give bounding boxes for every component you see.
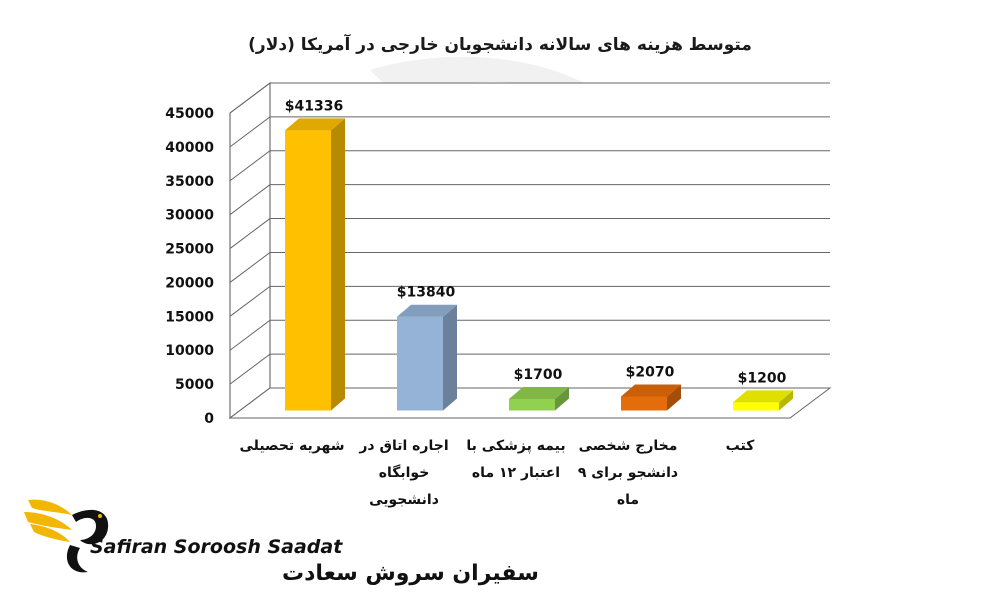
bar-top: [509, 386, 569, 399]
category-label: دانشجویی: [369, 492, 439, 508]
bar-side: [779, 390, 793, 411]
bar: [285, 118, 345, 411]
bar-side: [555, 386, 569, 411]
y-tick-label: 0: [204, 411, 214, 427]
data-label: $1700: [514, 367, 563, 383]
bar-front: [397, 316, 443, 411]
category-label: دانشجو برای ۹: [578, 465, 678, 481]
bar-side: [443, 304, 457, 411]
bar-side: [331, 118, 345, 411]
bar-front: [285, 130, 331, 411]
y-tick-label: 45000: [165, 106, 214, 122]
logo: Safiran Soroosh Saadat سفیران سروش سعادت: [24, 499, 539, 586]
y-tick-label: 5000: [175, 377, 214, 393]
y-tick-label: 40000: [165, 140, 214, 156]
bars: [285, 118, 793, 411]
category-label: اعتبار ۱۲ ماه: [472, 465, 560, 481]
back-wall-panel: [270, 83, 830, 388]
logo-name-fa: سفیران سروش سعادت: [282, 561, 539, 586]
data-labels: $41336 $13840 $1700 $2070 $1200: [285, 98, 787, 386]
y-tick-label: 10000: [165, 343, 214, 359]
side-wall-panel: [229, 82, 271, 419]
bar: [509, 386, 569, 411]
bar-front: [621, 396, 667, 411]
bar-top: [285, 118, 345, 131]
chart-title: متوسط هزینه های سالانه دانشجویان خارجی د…: [248, 33, 752, 55]
gridline: [229, 150, 830, 182]
category-label: مخارج شخصی: [579, 438, 678, 454]
gridline: [229, 184, 830, 216]
category-label: ماه: [617, 492, 639, 508]
data-label: $41336: [285, 98, 343, 114]
bar: [621, 384, 681, 411]
data-label: $13840: [397, 285, 456, 301]
category-label: خوابگاه: [379, 464, 430, 481]
bar-top: [397, 304, 457, 317]
category-label: شهریه تحصیلی: [239, 438, 344, 454]
gridline: [229, 251, 830, 283]
gridline: [229, 218, 830, 249]
category-labels: شهریه تحصیلی اجاره اتاق در خوابگاه دانشجویی…: [239, 438, 755, 508]
bar-top: [733, 390, 793, 403]
category-label: اجاره اتاق در: [358, 438, 448, 454]
logo-name-en: Safiran Soroosh Saadat: [90, 536, 343, 558]
bar-front: [733, 402, 779, 411]
bar-front: [509, 398, 555, 411]
gridline: [229, 285, 830, 317]
logo-wings-icon: [24, 499, 109, 573]
category-label: کتب: [726, 438, 756, 454]
gridline: [229, 82, 830, 114]
y-tick-label: 35000: [165, 174, 214, 190]
y-tick-label: 30000: [165, 208, 214, 224]
y-tick-label: 25000: [165, 242, 214, 258]
gridline: [229, 319, 830, 351]
y-tick-label: 20000: [165, 275, 214, 291]
gridline: [229, 116, 830, 148]
data-label: $1200: [738, 370, 787, 386]
bar: [397, 304, 457, 411]
category-label: بیمه پزشکی با: [466, 438, 565, 454]
bar-side: [667, 384, 681, 411]
data-label: $2070: [626, 364, 675, 380]
bar: [733, 390, 793, 411]
gridline: [229, 353, 830, 385]
y-axis-ticks: 0 5000 10000 15000 20000 25000 30000 35000 40000…: [165, 106, 214, 427]
y-tick-label: 15000: [165, 309, 214, 325]
bar-top: [621, 384, 681, 397]
